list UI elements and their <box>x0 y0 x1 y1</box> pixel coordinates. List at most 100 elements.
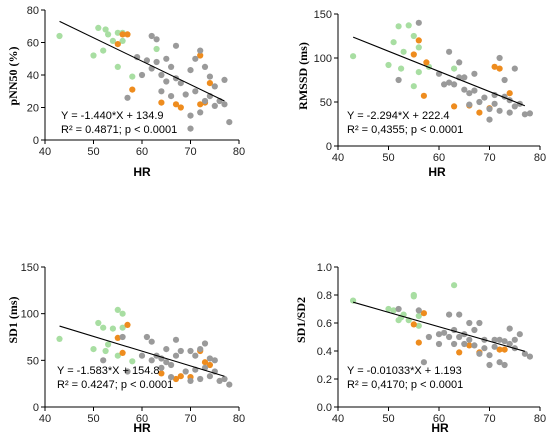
data-point-gray <box>192 88 199 95</box>
data-point-gray <box>511 65 518 72</box>
data-point-gray <box>211 357 218 364</box>
data-point-gray <box>100 357 107 364</box>
x-tick-label: 80 <box>534 152 546 164</box>
data-point-green <box>410 32 417 40</box>
data-point-gray <box>476 350 483 357</box>
data-point-green <box>415 44 422 51</box>
data-point-gray <box>221 101 228 108</box>
data-point-gray <box>491 100 498 107</box>
data-point-gray <box>435 331 443 338</box>
data-point-green <box>114 306 121 313</box>
x-tick-label: 60 <box>433 413 445 425</box>
data-point-green <box>350 53 357 60</box>
data-point-gray <box>496 54 503 62</box>
data-point-green <box>109 325 116 332</box>
data-point-gray <box>466 90 473 97</box>
data-point-orange <box>158 370 165 377</box>
data-point-gray <box>148 338 155 345</box>
data-point-green <box>451 65 458 72</box>
data-point-orange <box>451 103 458 110</box>
x-tick-label: 50 <box>87 146 99 158</box>
data-point-orange <box>124 321 131 328</box>
data-point-gray <box>182 91 189 98</box>
y-tick-label: 0 <box>33 135 39 147</box>
data-point-gray <box>192 352 199 359</box>
panel-pnn50-equation: Y = -1.440*X + 134.9 <box>61 110 164 122</box>
data-point-gray <box>471 70 478 77</box>
data-point-gray <box>211 102 218 109</box>
data-point-gray <box>476 319 483 327</box>
data-point-orange <box>456 349 463 356</box>
data-point-orange <box>177 104 184 111</box>
x-tick-label: 40 <box>39 146 51 158</box>
data-point-orange <box>197 101 204 108</box>
panel-sd1-ylabel: SD1 (ms) <box>6 296 20 343</box>
panel-sd1-stats: R² = 0.4247; p < 0.0001 <box>57 379 173 391</box>
y-tick-label: 150 <box>314 9 332 21</box>
data-point-gray <box>172 336 180 343</box>
data-point-green <box>385 305 392 313</box>
data-point-gray <box>456 333 463 341</box>
panel-sd1sd2-xlabel: HR <box>431 421 449 435</box>
data-point-gray <box>471 342 478 349</box>
panel-sd1-equation: Y = -1.583*X + 154.8 <box>57 365 160 377</box>
data-point-gray <box>506 340 513 348</box>
data-point-gray <box>415 307 422 314</box>
panel-sd1-xlabel: HR <box>133 421 151 435</box>
data-point-green <box>114 29 121 36</box>
data-point-orange <box>415 37 422 44</box>
data-point-gray <box>481 94 488 101</box>
data-point-green <box>105 341 112 348</box>
data-point-gray <box>148 357 155 364</box>
data-point-green <box>100 324 107 331</box>
data-point-gray <box>158 364 165 371</box>
data-point-gray <box>201 340 209 347</box>
x-tick-label: 60 <box>136 413 148 425</box>
data-point-gray <box>471 326 478 334</box>
data-point-gray <box>446 311 453 318</box>
data-point-gray <box>451 340 458 348</box>
data-point-green <box>398 65 405 72</box>
data-point-green <box>95 24 102 31</box>
data-point-orange <box>114 334 121 341</box>
data-point-gray <box>221 76 228 83</box>
data-point-green <box>100 47 107 54</box>
data-point-gray <box>172 42 180 49</box>
data-point-gray <box>163 55 170 62</box>
data-point-green <box>56 32 63 40</box>
data-point-gray <box>201 97 209 105</box>
data-point-gray <box>446 48 453 55</box>
data-point-green <box>119 310 126 317</box>
data-point-gray <box>177 80 184 87</box>
data-point-gray <box>521 350 529 357</box>
panel-pnn50: 40 50 60 70 80 0 20 40 60 80 Y = -1.440*X + 134.9… <box>6 5 245 179</box>
data-point-green <box>415 69 422 76</box>
data-point-orange <box>420 310 427 317</box>
data-point-gray <box>521 111 529 118</box>
data-point-orange <box>124 31 131 38</box>
data-point-gray <box>143 57 150 64</box>
data-point-orange <box>201 359 209 366</box>
x-tick-label: 60 <box>433 152 445 164</box>
y-tick-label: 0.6 <box>317 318 332 330</box>
x-tick-label: 40 <box>332 413 344 425</box>
panel-sd1-marks: 40 50 60 70 80 0 50 100 150 <box>21 262 245 425</box>
x-tick-label: 50 <box>382 152 394 164</box>
data-point-gray <box>415 19 422 26</box>
data-point-orange <box>496 65 503 72</box>
regression-line <box>59 20 225 102</box>
data-point-gray <box>506 325 513 332</box>
y-tick-label: 0.8 <box>317 290 332 302</box>
data-point-gray <box>486 361 493 369</box>
data-point-gray <box>119 333 126 341</box>
data-point-gray <box>456 311 463 318</box>
data-point-gray <box>456 59 463 66</box>
data-point-orange <box>491 63 498 70</box>
panel-sd1sd2-stats: R² = 0,4170; p < 0.0001 <box>347 379 463 391</box>
data-point-gray <box>420 359 427 366</box>
data-point-orange <box>206 80 213 87</box>
data-point-orange <box>197 52 204 59</box>
data-point-gray <box>138 352 146 359</box>
data-point-gray <box>425 333 432 341</box>
